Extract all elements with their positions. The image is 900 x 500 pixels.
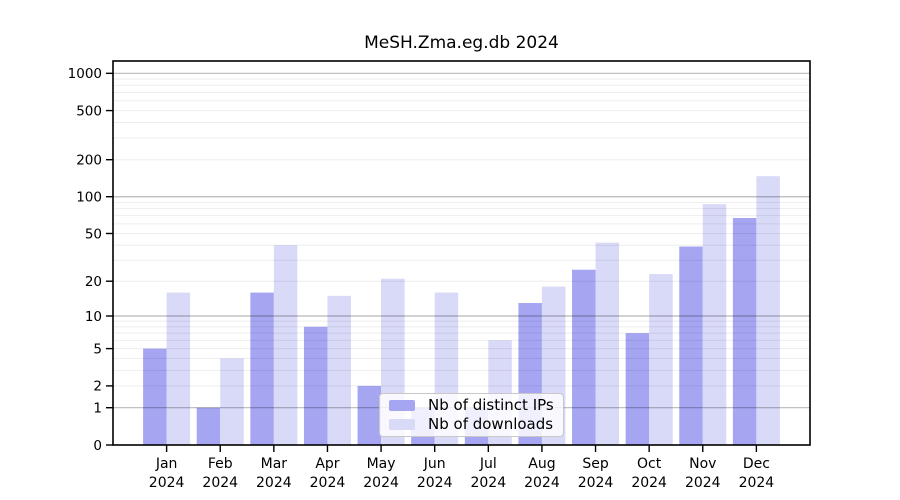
x-axis-month-label: Mar	[261, 456, 288, 472]
bar-distinct-ips	[357, 385, 382, 445]
bar-distinct-ips	[143, 348, 167, 445]
bar-downloads	[220, 358, 244, 445]
bar-downloads	[273, 245, 298, 445]
x-axis-year-label: 2024	[363, 475, 399, 491]
x-axis-month-label: Jan	[155, 456, 178, 472]
bar-downloads	[756, 176, 780, 446]
legend-entry-downloads: Nb of downloads	[389, 416, 554, 433]
y-axis-tick-label: 5	[93, 341, 102, 357]
bar-distinct-ips	[572, 269, 596, 445]
x-axis-year-label: 2024	[256, 475, 292, 491]
x-axis-month-label: Jun	[423, 456, 446, 472]
bar-distinct-ips	[303, 326, 328, 445]
x-axis-year-label: 2024	[524, 475, 560, 491]
bar-distinct-ips	[250, 292, 274, 445]
y-axis-tick-label: 2	[93, 379, 102, 395]
y-axis-tick-label: 1000	[68, 66, 102, 82]
y-axis-tick-label: 20	[85, 274, 102, 290]
y-axis-tick-label: 10	[85, 309, 102, 325]
x-axis-year-label: 2024	[149, 475, 185, 491]
y-axis-tick-label: 50	[85, 226, 102, 242]
x-axis-month-label: Aug	[528, 456, 555, 472]
legend-entry-distinct-ips: Nb of distinct IPs	[389, 397, 554, 414]
x-axis-year-label: 2024	[685, 475, 721, 491]
x-axis-month-label: May	[367, 456, 396, 472]
x-axis-year-label: 2024	[578, 475, 614, 491]
legend: Nb of distinct IPs Nb of downloads	[379, 393, 564, 437]
x-axis-month-label: Feb	[208, 456, 233, 472]
bar-downloads	[649, 274, 673, 445]
bar-downloads	[595, 242, 620, 445]
bar-distinct-ips	[732, 218, 757, 445]
legend-swatch-distinct-ips	[389, 400, 415, 411]
bar-distinct-ips	[679, 246, 703, 445]
x-axis-year-label: 2024	[417, 475, 453, 491]
chart-title: MeSH.Zma.eg.db 2024	[364, 33, 559, 53]
x-axis-month-label: Sep	[582, 456, 609, 472]
x-axis-month-label: Apr	[315, 456, 339, 472]
legend-label-downloads: Nb of downloads	[428, 415, 554, 433]
bar-downloads	[327, 295, 351, 445]
bar-downloads	[702, 204, 727, 445]
bar-distinct-ips	[625, 333, 650, 445]
x-axis-year-label: 2024	[202, 475, 238, 491]
bar-downloads	[166, 292, 191, 445]
bar-distinct-ips	[196, 407, 221, 445]
x-axis-year-label: 2024	[310, 475, 346, 491]
x-axis-month-label: Nov	[689, 456, 716, 472]
y-axis-tick-label: 1	[93, 401, 102, 417]
x-axis-month-label: Jul	[479, 456, 497, 472]
x-axis-year-label: 2024	[739, 475, 775, 491]
y-axis-tick-label: 100	[76, 190, 102, 206]
x-axis-month-label: Oct	[637, 456, 662, 472]
legend-label-distinct-ips: Nb of distinct IPs	[428, 396, 554, 414]
x-axis-year-label: 2024	[470, 475, 506, 491]
x-axis-year-label: 2024	[631, 475, 667, 491]
y-axis-tick-label: 0	[93, 438, 102, 454]
legend-swatch-downloads	[389, 419, 415, 430]
x-axis-month-label: Dec	[743, 456, 770, 472]
plot-frame	[112, 60, 811, 446]
y-axis-tick-label: 500	[76, 103, 102, 119]
y-axis-tick-label: 200	[76, 153, 102, 169]
